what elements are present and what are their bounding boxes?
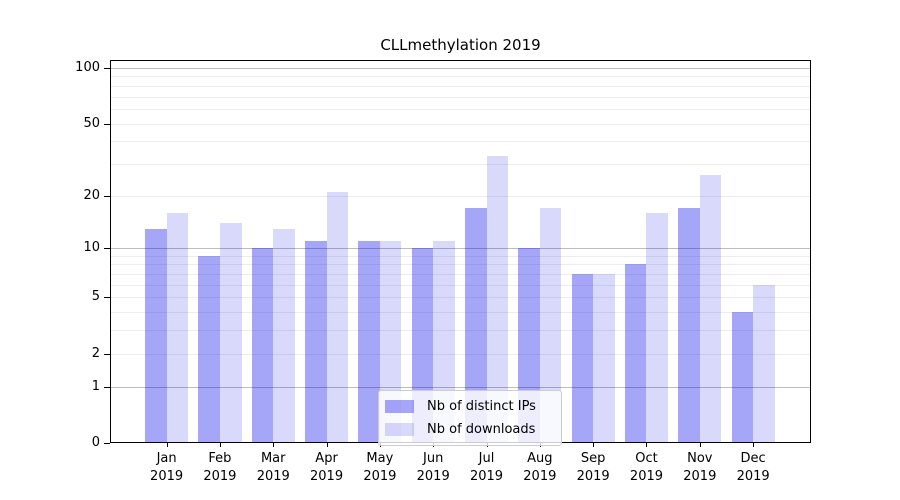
y-tick-2	[104, 354, 110, 355]
y-tick-label-2: 2	[91, 346, 100, 361]
gridline-minor-20	[111, 196, 810, 197]
axis-spine-left	[110, 60, 111, 443]
gridline-minor-30	[111, 164, 810, 165]
x-tick-label-may: May 2019	[363, 451, 397, 484]
x-tick-label-feb: Feb 2019	[203, 451, 237, 484]
x-tick-label-mar: Mar 2019	[256, 451, 290, 484]
chart-title: CLLmethylation 2019	[380, 36, 541, 54]
axis-spine-top	[110, 60, 811, 61]
legend-swatch-downloads	[385, 423, 414, 436]
bar-downloads-mar	[273, 228, 295, 442]
y-tick-label-5: 5	[91, 289, 100, 304]
x-tick-label-aug: Aug 2019	[523, 451, 557, 484]
y-tick-0	[104, 443, 110, 444]
bar-distinct-ips-may	[358, 241, 380, 442]
legend-label-distinct-ips: Nb of distinct IPs	[427, 399, 536, 414]
legend-item-distinct-ips: Nb of distinct IPs	[385, 397, 553, 416]
bar-downloads-feb	[219, 222, 242, 442]
y-tick-label-100: 100	[75, 60, 100, 75]
gridline-minor-8	[111, 264, 810, 265]
bar-downloads-aug	[539, 208, 562, 442]
gridline-minor-5	[111, 297, 810, 298]
bar-distinct-ips-dec	[731, 312, 754, 442]
x-tick-label-jun: Jun 2019	[416, 451, 450, 484]
y-tick-label-10: 10	[83, 240, 100, 255]
bar-downloads-oct	[646, 212, 669, 442]
bar-downloads-dec	[753, 284, 775, 442]
bar-downloads-apr	[326, 191, 349, 442]
x-tick-nov	[699, 443, 701, 447]
legend-item-downloads: Nb of downloads	[385, 420, 553, 439]
bar-distinct-ips-oct	[624, 264, 647, 442]
gridline-minor-4	[111, 312, 810, 313]
y-tick-label-20: 20	[83, 188, 100, 203]
x-tick-label-jul: Jul 2019	[469, 451, 504, 484]
x-tick-mar	[273, 443, 275, 447]
x-tick-label-nov: Nov 2019	[683, 451, 717, 484]
legend-swatch-distinct-ips	[385, 400, 414, 413]
gridline-minor-60	[111, 109, 810, 110]
legend-label-downloads: Nb of downloads	[427, 422, 536, 437]
x-tick-label-dec: Dec 2019	[736, 451, 770, 484]
y-tick-label-1: 1	[91, 379, 100, 394]
gridline-minor-40	[111, 141, 810, 142]
bar-distinct-ips-sep	[571, 274, 594, 442]
bar-distinct-ips-nov	[678, 208, 700, 442]
x-tick-apr	[326, 443, 328, 447]
bar-distinct-ips-mar	[251, 248, 274, 442]
gridline-major-10	[111, 248, 810, 249]
y-tick-label-50: 50	[83, 116, 100, 131]
x-tick-feb	[219, 443, 221, 447]
gridline-minor-3	[111, 330, 810, 331]
gridline-minor-7	[111, 274, 810, 275]
y-tick-10	[104, 248, 110, 249]
gridline-minor-2	[111, 354, 810, 355]
x-tick-oct	[646, 443, 648, 447]
gridline-minor-6	[111, 285, 810, 286]
gridline-minor-9	[111, 256, 810, 257]
y-tick-100	[104, 68, 110, 69]
x-tick-label-apr: Apr 2019	[310, 451, 344, 484]
x-tick-dec	[753, 443, 755, 447]
x-tick-label-jan: Jan 2019	[150, 451, 184, 484]
bar-distinct-ips-feb	[198, 255, 220, 442]
gridline-minor-80	[111, 86, 810, 87]
y-tick-20	[104, 196, 110, 197]
x-tick-label-sep: Sep 2019	[576, 451, 610, 484]
bar-downloads-nov	[699, 175, 722, 442]
bar-downloads-sep	[593, 274, 615, 442]
bar-downloads-jan	[166, 212, 189, 442]
x-tick-sep	[593, 443, 595, 447]
bar-distinct-ips-apr	[304, 241, 327, 442]
gridline-minor-70	[111, 97, 810, 98]
bar-downloads-jul	[486, 156, 509, 442]
gridline-major-100	[111, 68, 810, 69]
gridline-minor-90	[111, 76, 810, 77]
bar-distinct-ips-jul	[464, 208, 487, 442]
x-tick-label-oct: Oct 2019	[629, 451, 664, 484]
axis-spine-right	[810, 60, 811, 443]
y-tick-label-0: 0	[91, 435, 100, 450]
y-tick-5	[104, 297, 110, 298]
legend: Nb of distinct IPs Nb of downloads	[378, 390, 562, 446]
y-tick-1	[104, 387, 110, 388]
gridline-major-1	[111, 387, 810, 388]
bar-distinct-ips-jan	[145, 228, 167, 442]
x-tick-jan	[166, 443, 168, 447]
gridline-minor-50	[111, 124, 810, 125]
y-tick-50	[104, 124, 110, 125]
